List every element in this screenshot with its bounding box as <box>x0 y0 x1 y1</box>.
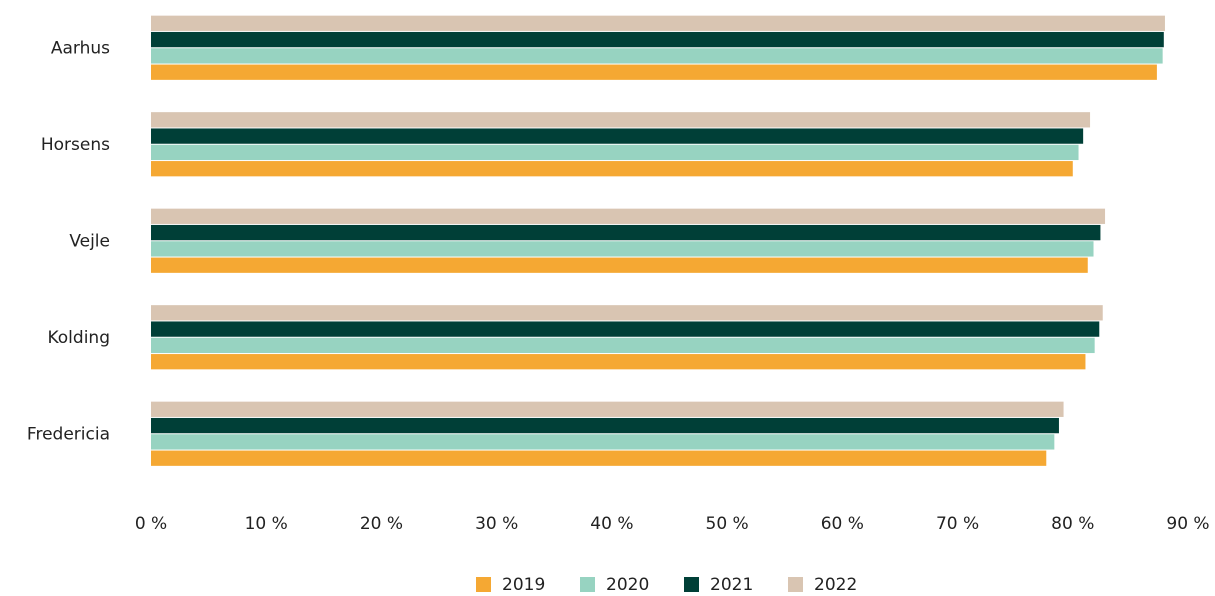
legend-swatch <box>580 577 595 592</box>
x-tick-label: 90 % <box>1166 514 1209 534</box>
x-tick-label: 10 % <box>245 514 288 534</box>
bar <box>151 321 1100 337</box>
bar <box>151 15 1165 31</box>
bar <box>151 337 1095 354</box>
bar <box>151 31 1164 48</box>
bar <box>151 48 1163 64</box>
x-tick-label: 50 % <box>706 514 749 534</box>
bar <box>151 144 1079 161</box>
bar <box>151 161 1073 177</box>
legend-swatch <box>476 577 491 592</box>
bar <box>151 305 1103 321</box>
x-tick-label: 30 % <box>475 514 518 534</box>
bar <box>151 224 1101 241</box>
bar <box>151 434 1055 450</box>
y-tick-label: Horsens <box>41 135 110 155</box>
bar <box>151 112 1091 128</box>
x-tick-label: 40 % <box>590 514 633 534</box>
bar <box>151 257 1088 273</box>
bar <box>151 417 1059 434</box>
legend-swatch <box>684 577 699 592</box>
y-tick-label: Vejle <box>69 231 110 251</box>
bar <box>151 354 1086 370</box>
legend-label: 2020 <box>606 575 649 595</box>
y-tick-label: Aarhus <box>51 38 110 58</box>
x-tick-label: 60 % <box>821 514 864 534</box>
y-tick-label: Kolding <box>47 328 110 348</box>
y-tick-label: Fredericia <box>27 424 110 444</box>
bar <box>151 64 1157 80</box>
legend-swatch <box>788 577 803 592</box>
bar <box>151 241 1094 257</box>
legend-label: 2021 <box>710 575 753 595</box>
bar <box>151 208 1106 224</box>
x-tick-label: 70 % <box>936 514 979 534</box>
bar <box>151 450 1047 466</box>
x-tick-label: 20 % <box>360 514 403 534</box>
legend-label: 2019 <box>502 575 545 595</box>
x-tick-label: 80 % <box>1051 514 1094 534</box>
bar <box>151 401 1064 417</box>
legend-label: 2022 <box>814 575 857 595</box>
x-tick-label: 0 % <box>135 514 167 534</box>
bar <box>151 128 1084 144</box>
